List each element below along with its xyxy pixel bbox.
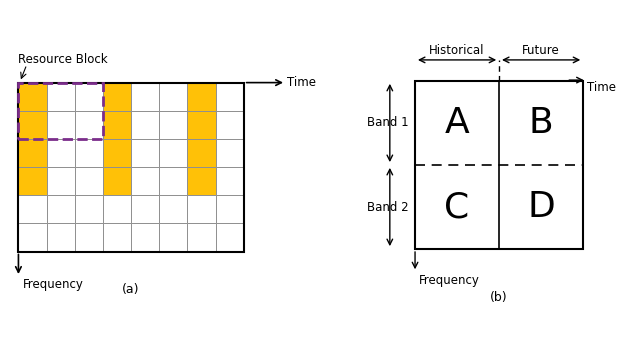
Bar <box>159 83 188 111</box>
Bar <box>159 195 188 223</box>
Bar <box>75 111 103 139</box>
Text: Frequency: Frequency <box>22 278 84 291</box>
Bar <box>188 195 216 223</box>
Bar <box>159 111 188 139</box>
Bar <box>103 195 131 223</box>
Bar <box>75 195 103 223</box>
Bar <box>415 81 583 249</box>
Bar <box>216 83 244 111</box>
Bar <box>75 167 103 195</box>
Text: (a): (a) <box>122 283 140 296</box>
Bar <box>131 195 159 223</box>
Text: Time: Time <box>287 76 316 89</box>
Bar <box>216 139 244 167</box>
Text: Time: Time <box>586 81 616 94</box>
Text: Band 2: Band 2 <box>367 201 409 213</box>
Text: Historical: Historical <box>429 44 485 57</box>
Bar <box>47 83 75 111</box>
Bar <box>47 223 75 252</box>
Bar <box>188 167 216 195</box>
Bar <box>103 139 131 167</box>
Bar <box>103 167 131 195</box>
Text: Frequency: Frequency <box>419 274 480 287</box>
Bar <box>131 111 159 139</box>
Text: D: D <box>527 190 555 224</box>
Text: Resource Block: Resource Block <box>19 53 108 66</box>
Bar <box>131 223 159 252</box>
Bar <box>131 83 159 111</box>
Bar <box>19 195 47 223</box>
Text: Future: Future <box>522 44 560 57</box>
Bar <box>159 139 188 167</box>
Bar <box>159 167 188 195</box>
Bar <box>47 139 75 167</box>
Bar <box>188 223 216 252</box>
Bar <box>216 167 244 195</box>
Text: Band 1: Band 1 <box>367 117 409 130</box>
Bar <box>103 83 131 111</box>
Bar <box>19 83 47 111</box>
Bar <box>47 111 75 139</box>
Bar <box>47 195 75 223</box>
Text: (b): (b) <box>490 291 508 304</box>
Bar <box>19 139 47 167</box>
Bar <box>19 111 47 139</box>
Bar <box>75 139 103 167</box>
Bar <box>188 139 216 167</box>
Text: C: C <box>444 190 470 224</box>
Bar <box>19 167 47 195</box>
Text: A: A <box>445 106 470 140</box>
Bar <box>103 223 131 252</box>
Bar <box>19 223 47 252</box>
Bar <box>216 223 244 252</box>
Bar <box>188 111 216 139</box>
Bar <box>131 167 159 195</box>
Bar <box>75 83 103 111</box>
Text: B: B <box>529 106 554 140</box>
Bar <box>47 167 75 195</box>
Bar <box>75 223 103 252</box>
Bar <box>188 83 216 111</box>
Bar <box>19 83 244 252</box>
Bar <box>19 83 103 139</box>
Bar <box>131 139 159 167</box>
Bar <box>216 111 244 139</box>
Bar <box>159 223 188 252</box>
Bar <box>216 195 244 223</box>
Bar <box>103 111 131 139</box>
